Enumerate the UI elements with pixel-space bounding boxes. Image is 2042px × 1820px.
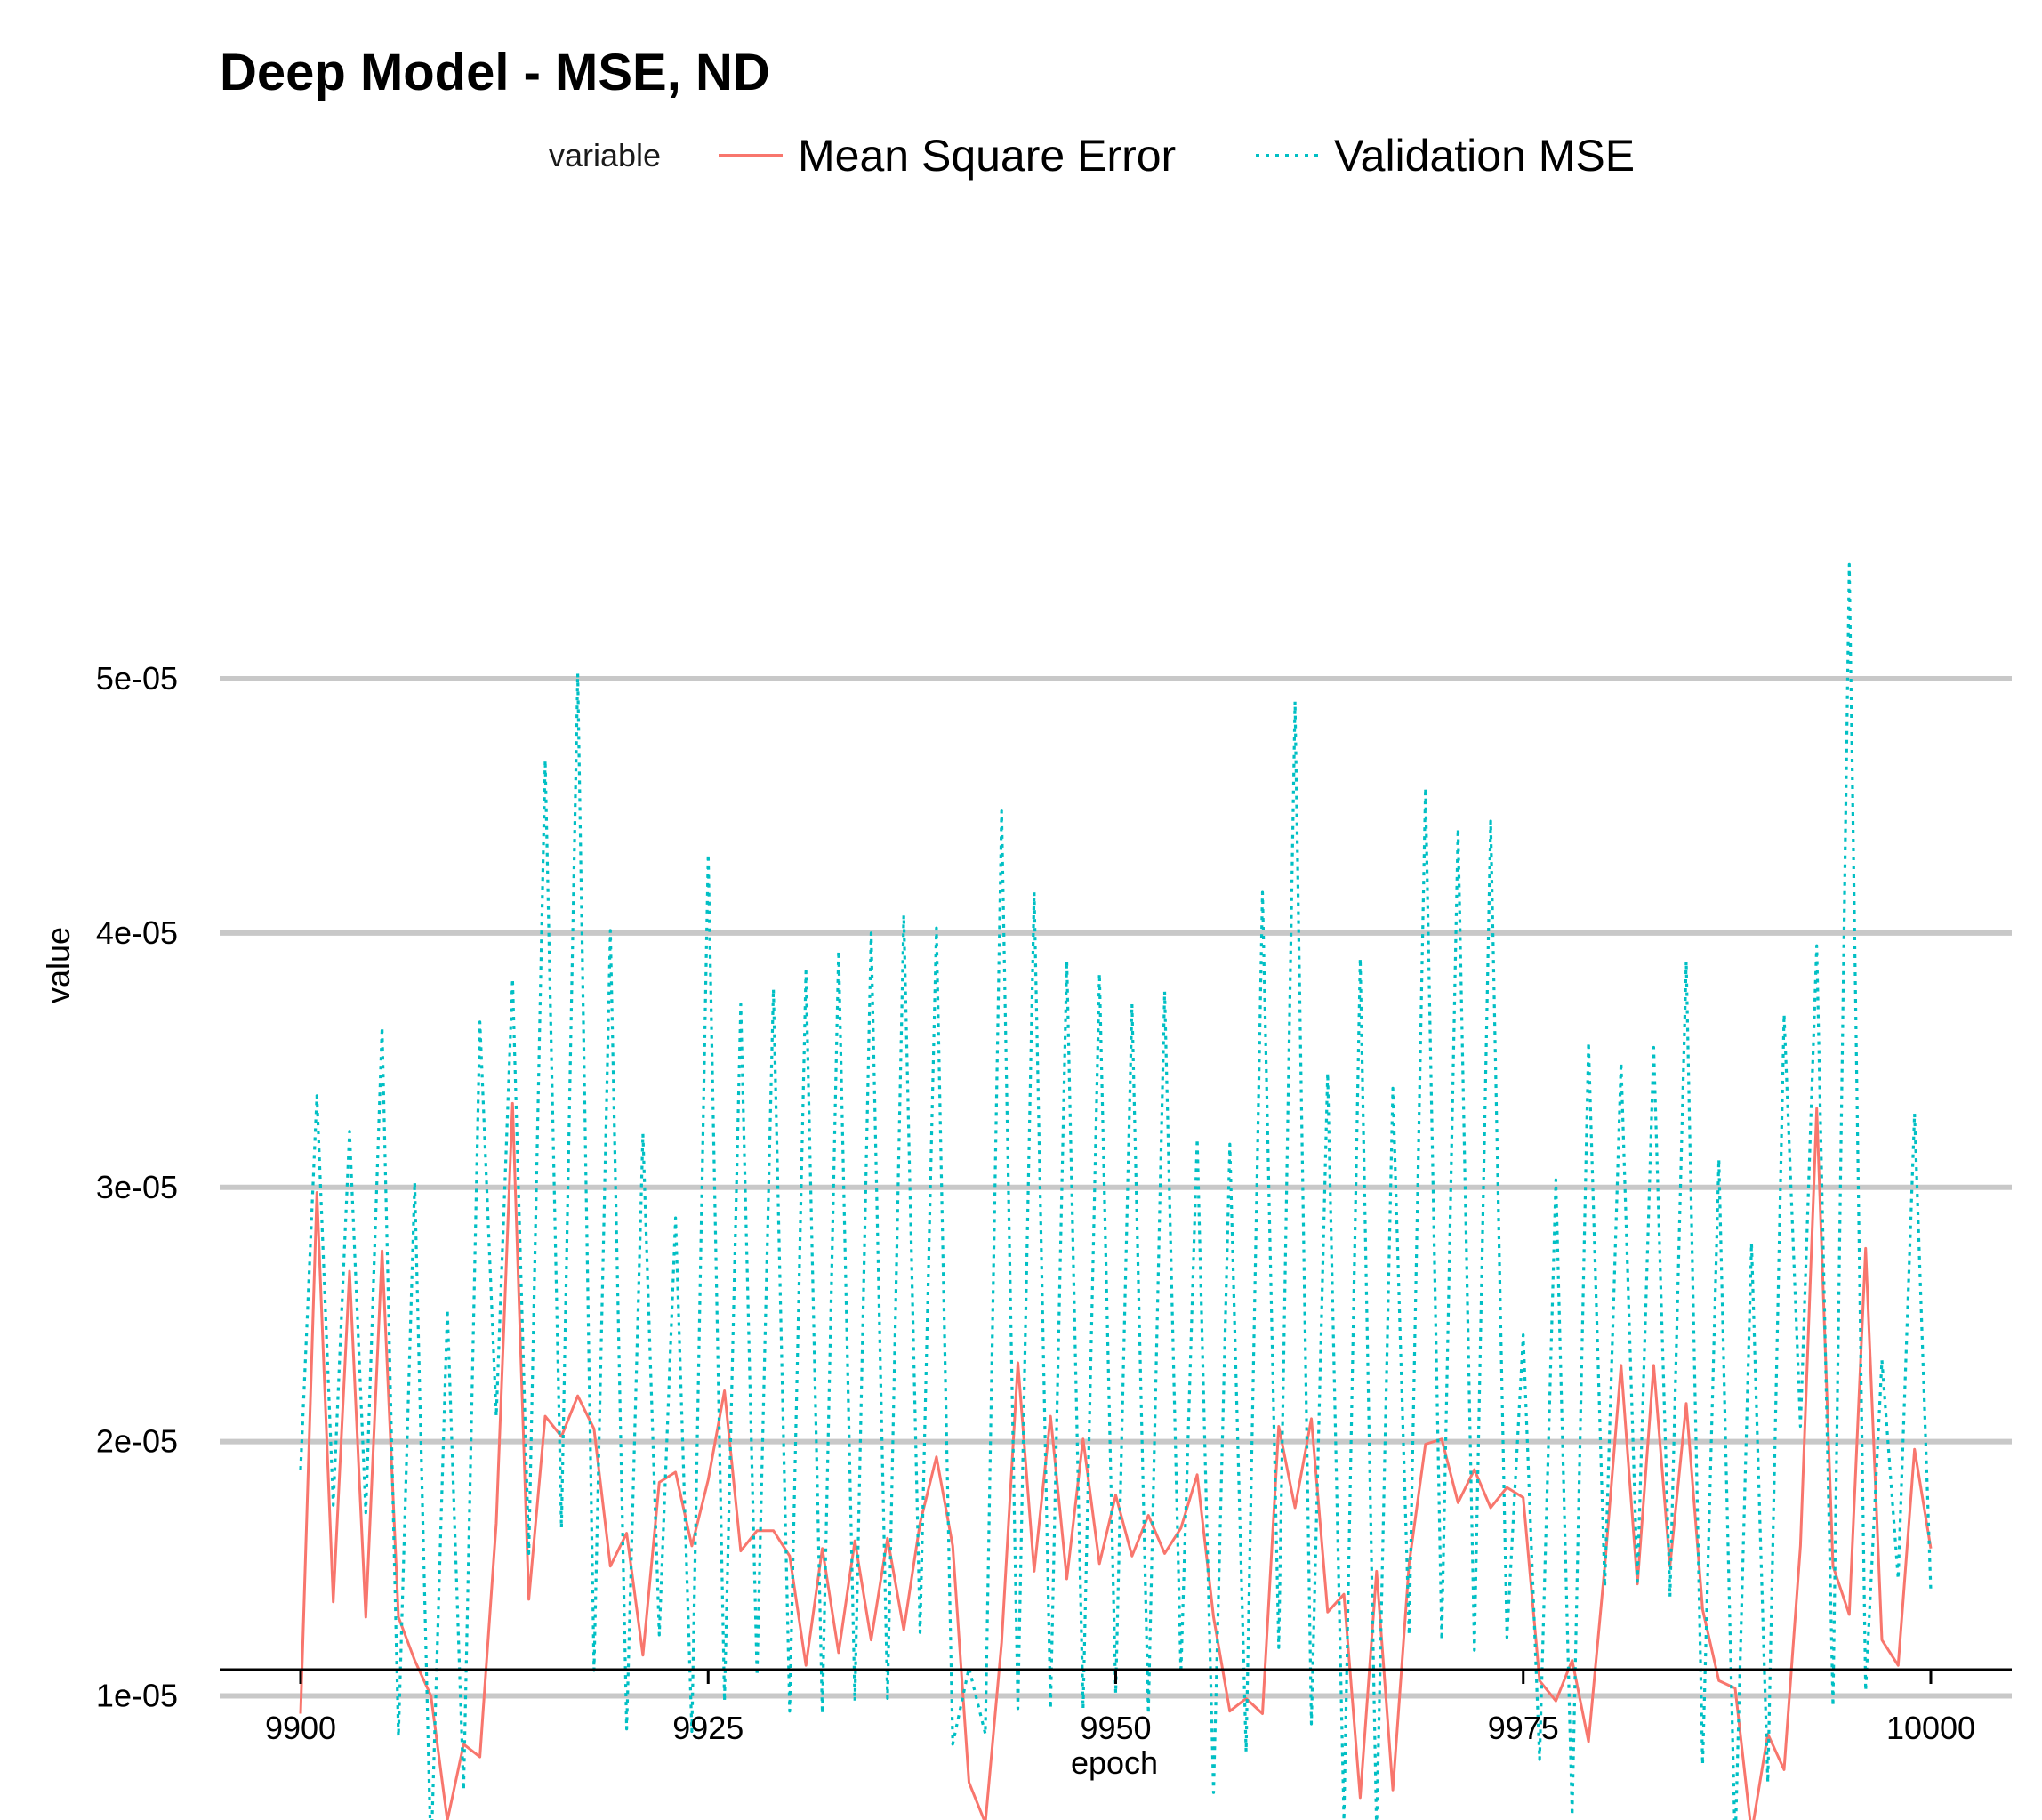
series-lines bbox=[299, 562, 1933, 1820]
gridlines bbox=[220, 676, 2012, 1699]
x-tick-label: 10000 bbox=[1886, 1710, 1975, 1746]
chart-title: Deep Model - MSE, ND bbox=[220, 44, 770, 101]
y-tick-label: 2e-05 bbox=[96, 1423, 178, 1460]
x-tick-label: 9975 bbox=[1488, 1710, 1559, 1746]
legend-label-mean-square-error: Mean Square Error bbox=[798, 131, 1176, 181]
x-tick-label: 9925 bbox=[672, 1710, 744, 1746]
y-tick-label: 4e-05 bbox=[96, 914, 178, 951]
legend-title: variable bbox=[549, 137, 661, 173]
y-tick-label: 3e-05 bbox=[96, 1169, 178, 1205]
x-axis-title: epoch bbox=[1071, 1744, 1158, 1781]
series-line-validation-mse bbox=[299, 562, 1933, 1820]
y-axis: 1e-05 2e-05 3e-05 4e-05 5e-05 bbox=[96, 660, 178, 1714]
y-tick-label: 5e-05 bbox=[96, 660, 178, 697]
y-tick-label: 1e-05 bbox=[96, 1678, 178, 1714]
x-tick-label: 9900 bbox=[265, 1710, 336, 1746]
x-tick-label: 9950 bbox=[1080, 1710, 1151, 1746]
x-axis: 9900 9925 9950 9975 10000 bbox=[265, 1670, 1975, 1746]
series-line-mean-square-error bbox=[299, 1101, 1933, 1820]
y-axis-title: value bbox=[40, 927, 76, 1003]
legend: variable Mean Square Error Validation MS… bbox=[549, 131, 1635, 181]
legend-label-validation-mse: Validation MSE bbox=[1334, 131, 1635, 181]
